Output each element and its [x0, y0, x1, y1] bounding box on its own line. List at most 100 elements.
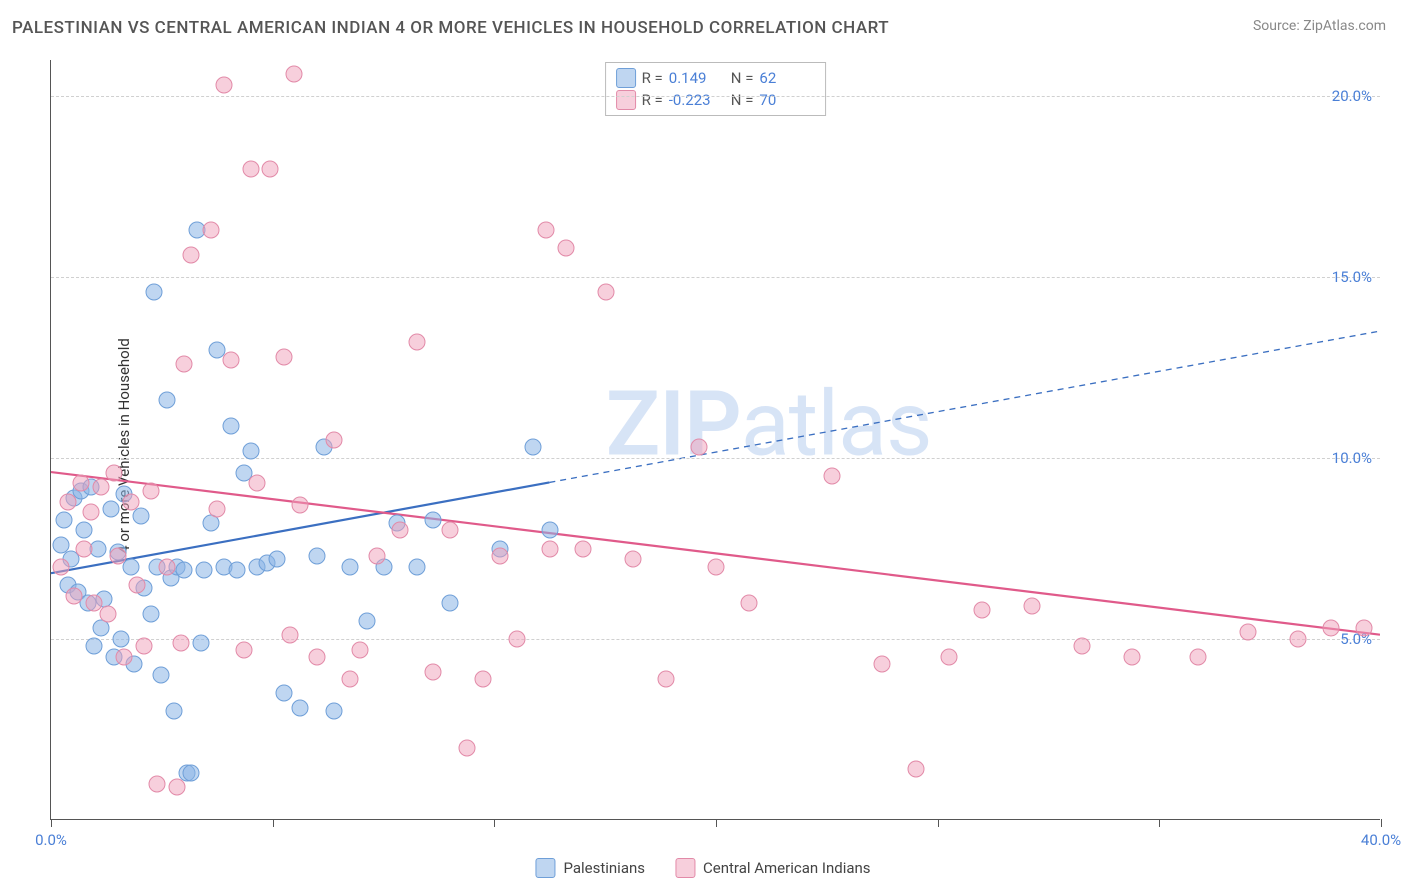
legend-swatch-palestinians	[616, 68, 636, 88]
scatter-point	[76, 522, 93, 539]
scatter-point	[222, 417, 239, 434]
scatter-point	[76, 540, 93, 557]
scatter-point	[92, 620, 109, 637]
scatter-point	[1190, 649, 1207, 666]
scatter-point	[209, 500, 226, 517]
scatter-point	[309, 649, 326, 666]
r-value-palestinians: 0.149	[669, 67, 725, 89]
scatter-point	[152, 667, 169, 684]
scatter-point	[824, 468, 841, 485]
scatter-point	[202, 222, 219, 239]
scatter-point	[1289, 631, 1306, 648]
scatter-point	[691, 439, 708, 456]
scatter-point	[242, 160, 259, 177]
scatter-point	[262, 160, 279, 177]
legend-swatch-palestinians	[535, 858, 555, 878]
scatter-point	[525, 439, 542, 456]
r-label: R =	[642, 67, 663, 89]
scatter-point	[1356, 620, 1373, 637]
scatter-point	[269, 551, 286, 568]
scatter-point	[159, 558, 176, 575]
scatter-point	[558, 240, 575, 257]
scatter-point	[176, 356, 193, 373]
scatter-point	[874, 656, 891, 673]
scatter-point	[72, 475, 89, 492]
x-tick	[273, 819, 274, 827]
scatter-point	[392, 522, 409, 539]
scatter-point	[122, 558, 139, 575]
scatter-point	[575, 540, 592, 557]
scatter-point	[172, 634, 189, 651]
scatter-point	[442, 522, 459, 539]
scatter-point	[475, 670, 492, 687]
scatter-point	[408, 558, 425, 575]
x-tick	[1159, 819, 1160, 827]
n-label: N =	[731, 67, 754, 89]
scatter-point	[86, 638, 103, 655]
gridline	[51, 277, 1380, 278]
scatter-point	[132, 508, 149, 525]
scatter-point	[122, 493, 139, 510]
scatter-point	[136, 638, 153, 655]
scatter-point	[116, 649, 133, 666]
n-value-palestinians: 62	[759, 67, 815, 89]
scatter-point	[425, 663, 442, 680]
scatter-point	[282, 627, 299, 644]
plot-area: ZIPatlas R = 0.149 N = 62 R = -0.223 N =…	[50, 60, 1380, 820]
x-tick-label: 40.0%	[1361, 831, 1401, 849]
scatter-point	[541, 540, 558, 557]
x-tick	[716, 819, 717, 827]
scatter-point	[408, 334, 425, 351]
scatter-point	[974, 602, 991, 619]
series-legend-item: Palestinians	[535, 858, 645, 878]
scatter-point	[242, 442, 259, 459]
scatter-point	[235, 641, 252, 658]
watermark: ZIPatlas	[606, 372, 932, 477]
series-legend-label: Palestinians	[563, 859, 645, 877]
r-label: R =	[642, 89, 663, 111]
scatter-point	[229, 562, 246, 579]
scatter-point	[102, 500, 119, 517]
scatter-point	[325, 432, 342, 449]
scatter-point	[109, 547, 126, 564]
scatter-point	[82, 504, 99, 521]
scatter-point	[275, 348, 292, 365]
series-legend: Palestinians Central American Indians	[535, 858, 870, 878]
scatter-point	[708, 558, 725, 575]
scatter-point	[741, 594, 758, 611]
n-label: N =	[731, 89, 754, 111]
scatter-point	[106, 464, 123, 481]
scatter-point	[142, 605, 159, 622]
scatter-point	[56, 511, 73, 528]
y-tick-label: 15.0%	[1332, 268, 1372, 286]
scatter-point	[222, 352, 239, 369]
chart-title: PALESTINIAN VS CENTRAL AMERICAN INDIAN 4…	[12, 18, 889, 38]
scatter-point	[176, 562, 193, 579]
scatter-point	[142, 482, 159, 499]
scatter-point	[1073, 638, 1090, 655]
scatter-point	[52, 558, 69, 575]
x-tick	[1381, 819, 1382, 827]
scatter-point	[169, 779, 186, 796]
scatter-point	[325, 703, 342, 720]
scatter-point	[538, 222, 555, 239]
scatter-point	[1123, 649, 1140, 666]
legend-swatch-cai	[675, 858, 695, 878]
scatter-point	[182, 764, 199, 781]
correlation-legend-row: R = 0.149 N = 62	[616, 67, 816, 89]
scatter-point	[249, 475, 266, 492]
scatter-point	[624, 551, 641, 568]
scatter-point	[149, 775, 166, 792]
source-attribution: Source: ZipAtlas.com	[1253, 18, 1386, 34]
gridline	[51, 96, 1380, 97]
scatter-point	[159, 392, 176, 409]
scatter-point	[940, 649, 957, 666]
scatter-point	[59, 493, 76, 510]
scatter-point	[442, 594, 459, 611]
trend-line-dashed	[549, 331, 1380, 482]
scatter-point	[292, 497, 309, 514]
scatter-point	[598, 283, 615, 300]
scatter-point	[195, 562, 212, 579]
scatter-point	[129, 576, 146, 593]
scatter-point	[292, 699, 309, 716]
